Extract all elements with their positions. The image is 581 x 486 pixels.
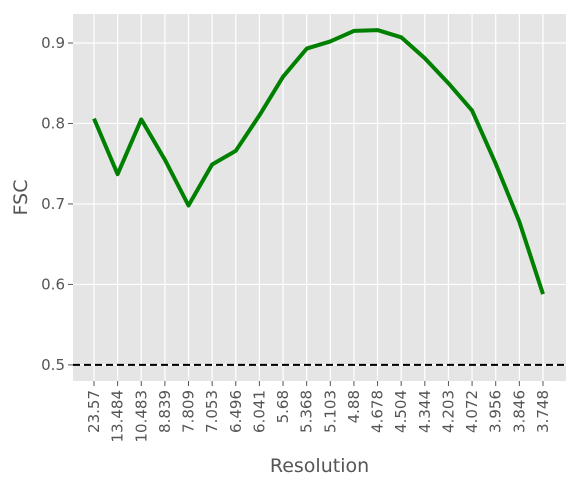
x-tick-label: 4.072: [463, 390, 481, 433]
x-tick-label: 5.103: [321, 390, 339, 433]
x-tick-label: 4.504: [392, 390, 410, 433]
x-tick-label: 5.68: [274, 390, 292, 423]
x-tick-label: 4.88: [345, 390, 363, 423]
plot-background: [73, 14, 566, 381]
x-tick-label: 4.344: [416, 390, 434, 433]
y-tick-label: 0.9: [41, 34, 65, 52]
x-tick-label: 7.053: [203, 390, 221, 433]
x-tick-label: 4.678: [369, 390, 387, 433]
series-line-fsc: [92, 28, 545, 295]
y-tick-label: 0.8: [41, 114, 65, 132]
y-tick-label: 0.5: [41, 356, 65, 374]
x-tick-label: 7.809: [180, 390, 198, 433]
y-tick-labels: 0.5 0.6 0.7 0.8 0.9: [41, 34, 73, 374]
x-tick-label: 8.839: [156, 390, 174, 433]
x-tick-label: 23.57: [85, 390, 103, 433]
x-tick-label: 3.846: [510, 390, 528, 433]
x-tick-label: 13.484: [109, 390, 127, 443]
x-tick-label: 4.203: [439, 390, 457, 433]
y-tick-label: 0.7: [41, 195, 65, 213]
x-axis-title: Resolution: [270, 455, 369, 477]
x-tick-labels: 23.57 13.484 10.483 8.839 7.809 7.053 6.496 6.0…: [85, 381, 552, 443]
x-tick-label: 6.041: [250, 390, 268, 433]
x-tick-label: 5.368: [298, 390, 316, 433]
y-tick-label: 0.6: [41, 275, 65, 293]
x-tick-label: 10.483: [132, 390, 150, 443]
y-axis-title: FSC: [10, 180, 32, 216]
x-tick-label: 6.496: [227, 390, 245, 433]
x-tick-label: 3.748: [534, 390, 552, 433]
x-tick-label: 3.956: [487, 390, 505, 433]
